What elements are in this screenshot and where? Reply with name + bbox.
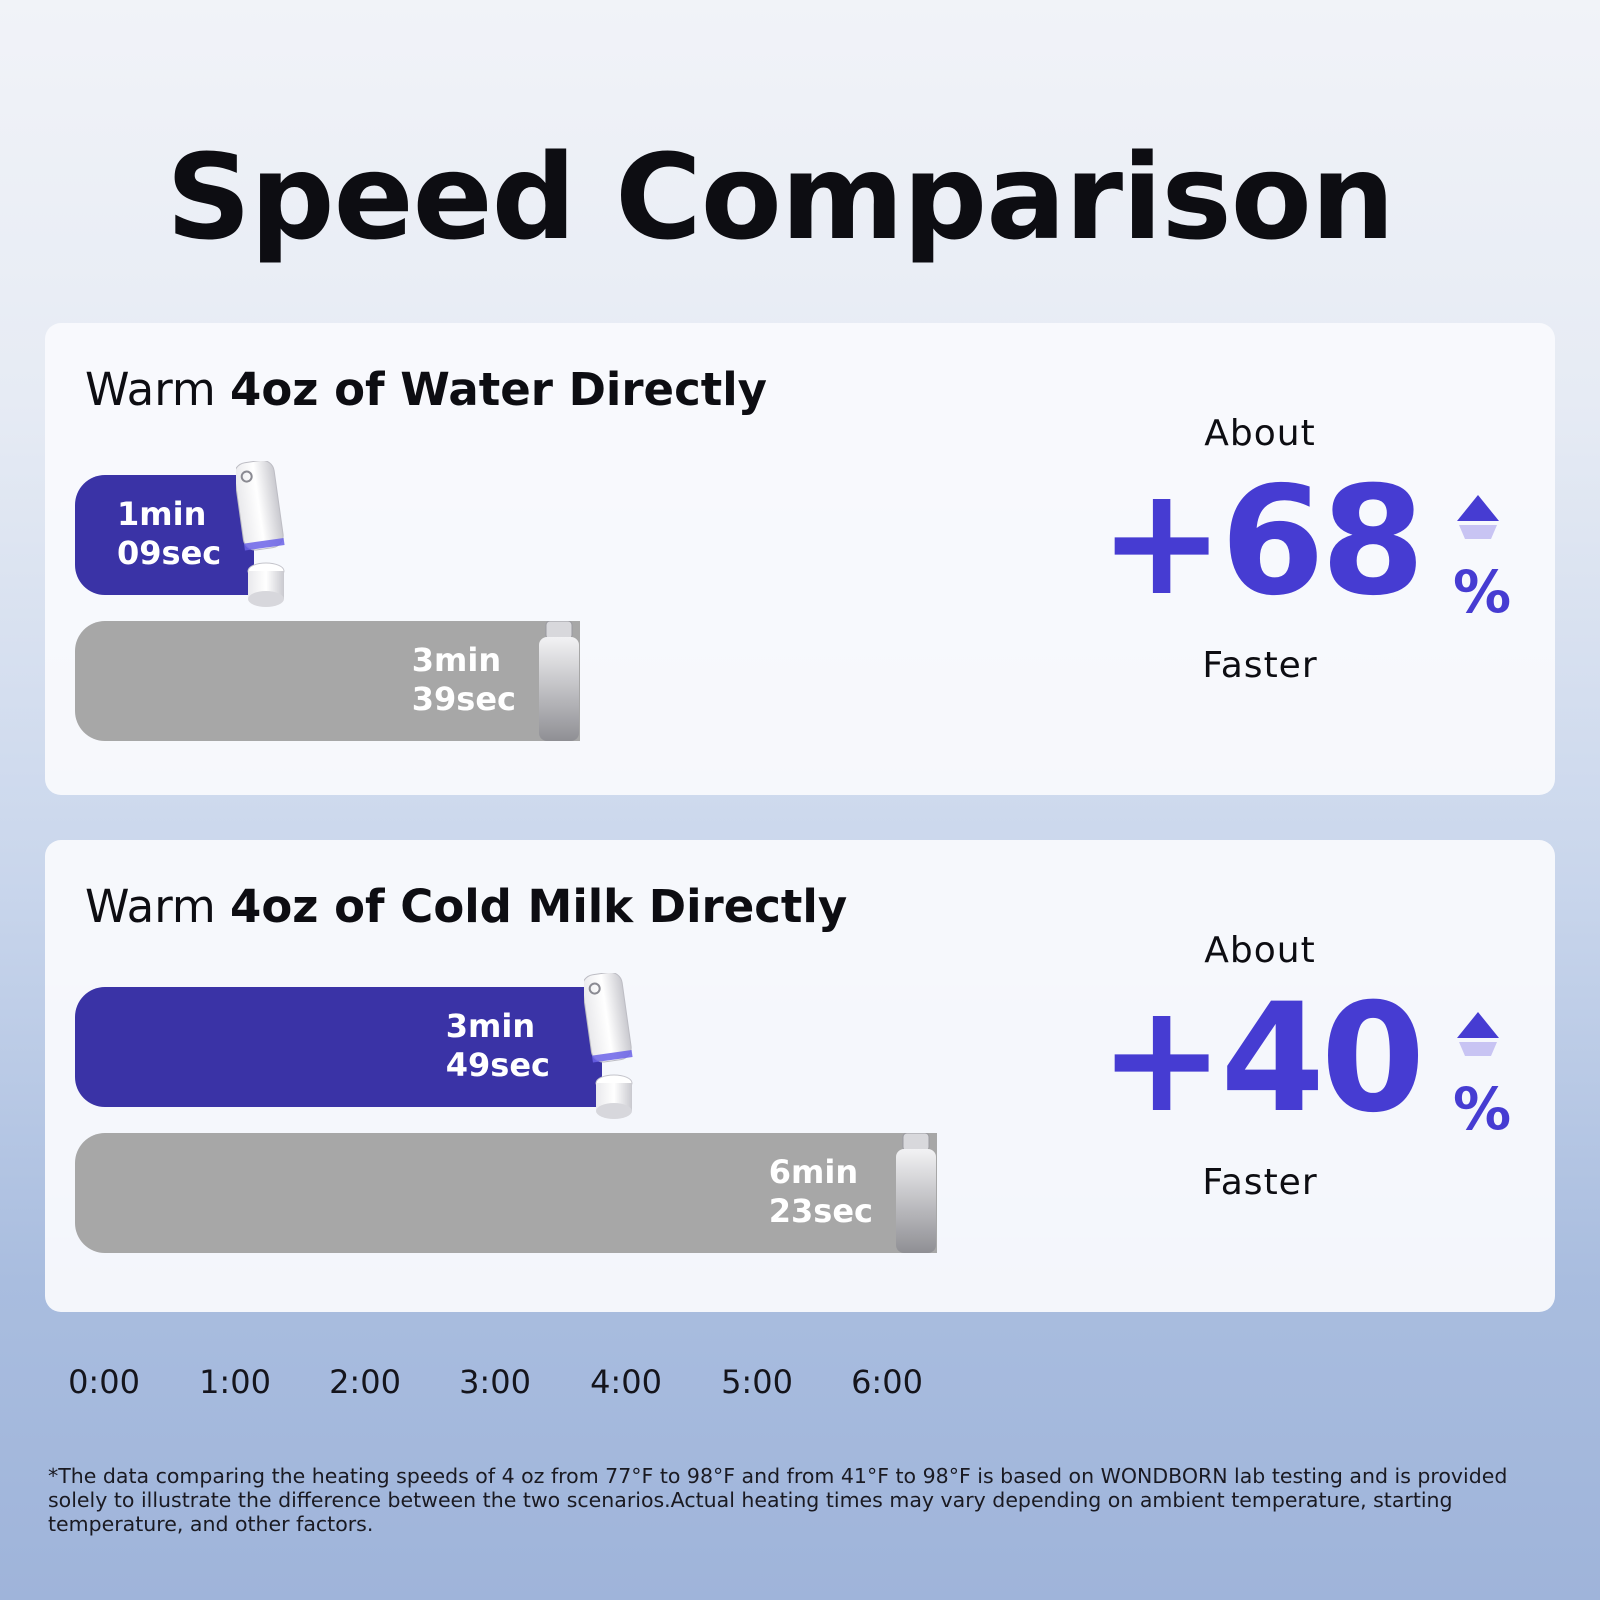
axis-tick: 5:00 — [721, 1363, 793, 1401]
up-arrow-icon — [1457, 495, 1499, 539]
axis-tick: 3:00 — [459, 1363, 531, 1401]
water-stat-faster: Faster — [1202, 645, 1318, 686]
milk-stat-faster: Faster — [1202, 1162, 1318, 1203]
milk-wondborn-minutes: 3min — [445, 1007, 536, 1045]
water-wondborn-bar: 1min 09sec — [75, 461, 285, 607]
milk-card-title: Warm 4oz of Cold Milk Directly — [85, 880, 847, 933]
milk-comparison-card: Warm 4oz of Cold Milk Directly 3min 49se… — [45, 840, 1555, 1312]
water-title-bold: 4oz of Water Directly — [230, 363, 768, 416]
milk-wondborn-time-label: 3min 49sec — [446, 1007, 550, 1085]
axis-tick: 1:00 — [199, 1363, 271, 1401]
milk-regular-time-label: 6min 23sec — [769, 1153, 873, 1231]
water-title-prefix: Warm — [85, 363, 231, 416]
portable-warmer-icon — [236, 461, 285, 607]
water-regular-bar: 3min 39sec — [75, 621, 580, 741]
up-arrow-icon — [1457, 1012, 1499, 1056]
milk-title-bold: 4oz of Cold Milk Directly — [230, 880, 848, 933]
water-wondborn-minutes: 1min — [117, 495, 207, 533]
water-comparison-card: Warm 4oz of Water Directly 1min 09sec 3m… — [45, 323, 1555, 795]
water-wondborn-seconds: 09sec — [117, 534, 222, 572]
axis-tick: 4:00 — [590, 1363, 662, 1401]
water-wondborn-time-label: 1min 09sec — [117, 495, 221, 573]
axis-tick: 6:00 — [851, 1363, 923, 1401]
water-stat-about: About — [1204, 413, 1316, 454]
milk-stat-value: +40 — [1098, 972, 1425, 1146]
water-regular-minutes: 3min — [411, 641, 502, 679]
water-stat-value: +68 — [1098, 455, 1425, 629]
milk-regular-bar: 6min 23sec — [75, 1133, 937, 1253]
water-regular-time-label: 3min 39sec — [412, 641, 516, 719]
milk-wondborn-bar: 3min 49sec — [75, 973, 633, 1119]
regular-bottle-icon — [896, 1133, 936, 1253]
water-regular-seconds: 39sec — [411, 680, 516, 718]
water-card-title: Warm 4oz of Water Directly — [85, 363, 767, 416]
milk-regular-minutes: 6min — [768, 1153, 859, 1191]
portable-warmer-icon — [584, 973, 633, 1119]
milk-wondborn-seconds: 49sec — [445, 1046, 550, 1084]
axis-tick: 0:00 — [68, 1363, 140, 1401]
page-title: Speed Comparison — [166, 128, 1395, 266]
water-stat-percent: % — [1453, 558, 1512, 626]
milk-title-prefix: Warm — [85, 880, 231, 933]
milk-regular-seconds: 23sec — [768, 1192, 873, 1230]
regular-bottle-icon — [539, 621, 579, 741]
milk-stat-percent: % — [1453, 1075, 1512, 1143]
milk-stat-about: About — [1204, 930, 1316, 971]
axis-tick: 2:00 — [329, 1363, 401, 1401]
footnote: *The data comparing the heating speeds o… — [48, 1464, 1508, 1536]
